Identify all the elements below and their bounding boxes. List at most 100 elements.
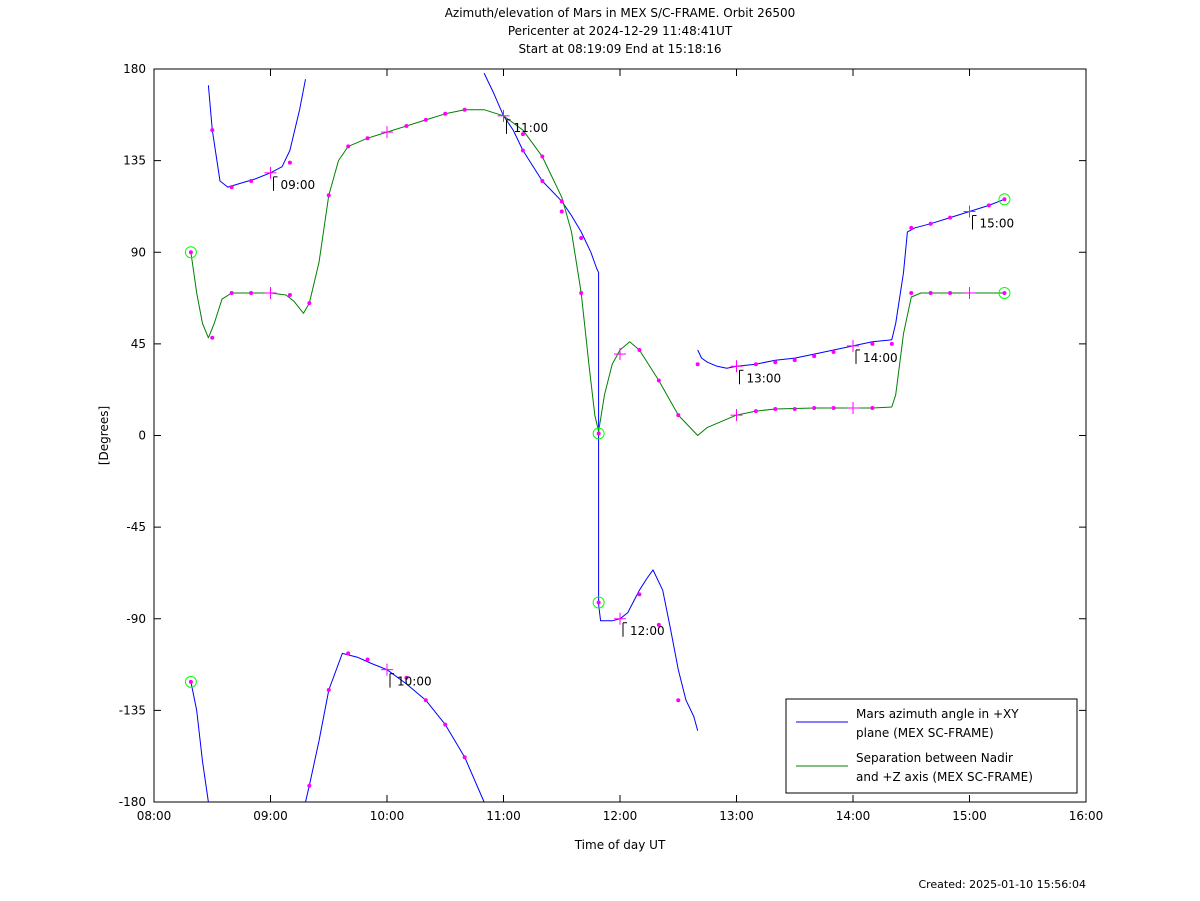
y-tick-label: 90 xyxy=(131,245,146,259)
hour-dot-marker xyxy=(986,203,991,208)
created-timestamp: Created: 2025-01-10 15:56:04 xyxy=(918,878,1086,891)
hour-cross-marker xyxy=(264,286,277,299)
hour-cross-marker xyxy=(963,286,976,299)
hour-cross-marker xyxy=(381,126,393,139)
hour-dot-marker xyxy=(404,675,409,680)
time-label-text: 09:00 xyxy=(281,178,316,192)
hour-dot-marker xyxy=(249,178,254,183)
hour-dot-marker xyxy=(326,193,331,198)
hour-dot-marker xyxy=(753,362,758,367)
hour-dot-marker xyxy=(812,354,817,359)
x-tick-label: 12:00 xyxy=(603,809,638,823)
series-line-azimuth xyxy=(483,72,699,731)
series-line-azimuth xyxy=(697,198,1005,369)
marker-layer xyxy=(184,107,1011,788)
hour-dot-marker xyxy=(695,362,700,367)
time-label: 15:00 xyxy=(972,215,1014,231)
time-label-layer: 09:00 10:00 11:00 12:00 13:00 14:00 15:00 xyxy=(273,119,1014,689)
hour-dot-marker xyxy=(656,622,661,627)
hour-cross-marker xyxy=(963,205,976,218)
hour-dot-marker xyxy=(540,178,545,183)
hour-dot-marker xyxy=(229,290,234,295)
hour-cross-marker xyxy=(730,360,743,373)
hour-cross-marker xyxy=(847,402,859,415)
hour-cross-marker xyxy=(614,348,626,361)
endpoint-circle xyxy=(592,596,605,609)
hour-dot-marker xyxy=(676,413,681,418)
time-label: 11:00 xyxy=(506,119,549,135)
hour-dot-marker xyxy=(287,160,292,165)
hour-dot-marker xyxy=(559,199,564,204)
x-tick-label: 15:00 xyxy=(952,809,987,823)
hour-dot-marker xyxy=(870,406,875,411)
time-label-text: 10:00 xyxy=(397,675,432,689)
hour-dot-marker xyxy=(637,592,642,597)
title-line: Pericenter at 2024-12-29 11:48:41UT xyxy=(508,24,733,38)
hour-dot-marker xyxy=(831,350,836,355)
time-label: 09:00 xyxy=(273,176,316,192)
hour-dot-marker xyxy=(210,335,215,340)
hour-cross-marker xyxy=(497,109,510,122)
hour-dot-marker xyxy=(928,290,933,295)
hour-dot-marker xyxy=(423,117,428,122)
endpoint-dot xyxy=(596,600,601,605)
x-tick-label: 14:00 xyxy=(836,809,871,823)
hour-dot-marker xyxy=(909,225,914,230)
hour-dot-marker xyxy=(287,293,292,298)
hour-dot-marker xyxy=(346,144,351,149)
hour-dot-marker xyxy=(210,128,215,133)
hour-dot-marker xyxy=(792,358,797,363)
hour-dot-marker xyxy=(909,290,914,295)
endpoint-circle xyxy=(592,427,605,440)
hour-dot-marker xyxy=(579,290,584,295)
time-label: 10:00 xyxy=(389,673,432,689)
time-label-text: 12:00 xyxy=(630,624,665,638)
hour-dot-marker xyxy=(870,341,875,346)
hour-dot-marker xyxy=(462,107,467,112)
hour-dot-marker xyxy=(773,407,778,412)
hour-dot-marker xyxy=(520,148,525,153)
y-axis: 180 135 90 45 0 -45 -90 -135 -180 xyxy=(119,62,1086,809)
hour-dot-marker xyxy=(365,136,370,141)
hour-cross-marker xyxy=(381,663,393,676)
y-tick-label: -45 xyxy=(126,520,146,534)
x-tick-label: 10:00 xyxy=(370,809,405,823)
hour-dot-marker xyxy=(792,407,797,412)
x-tick-label: 11:00 xyxy=(486,809,521,823)
x-tick-label: 13:00 xyxy=(719,809,754,823)
endpoint-circle xyxy=(998,286,1011,299)
time-label-text: 14:00 xyxy=(863,351,898,365)
x-axis-label: Time of day UT xyxy=(574,838,666,852)
hour-dot-marker xyxy=(579,235,584,240)
time-label-text: 11:00 xyxy=(514,121,549,135)
title-line: Start at 08:19:09 End at 15:18:16 xyxy=(518,42,721,56)
legend-label: Separation between Nadir xyxy=(856,751,1013,765)
hour-dot-marker xyxy=(326,688,331,693)
hour-dot-marker xyxy=(928,221,933,226)
hour-dot-marker xyxy=(462,755,467,760)
hour-dot-marker xyxy=(812,406,817,411)
x-tick-label: 09:00 xyxy=(253,809,288,823)
hour-dot-marker xyxy=(948,215,953,220)
x-tick-label: 08:00 xyxy=(137,809,172,823)
hour-dot-marker xyxy=(365,657,370,662)
hour-dot-marker xyxy=(540,154,545,159)
endpoint-circle xyxy=(184,246,197,259)
endpoint-dot xyxy=(1002,197,1007,202)
hour-dot-marker xyxy=(346,651,351,656)
hour-dot-marker xyxy=(889,341,894,346)
hour-dot-marker xyxy=(656,378,661,383)
chart-title: Azimuth/elevation of Mars in MEX S/C-FRA… xyxy=(445,6,796,56)
y-axis-label: [Degrees] xyxy=(97,406,111,465)
legend-label: Mars azimuth angle in +XY xyxy=(856,707,1019,721)
series-line-separation xyxy=(190,109,1005,436)
series-line-azimuth xyxy=(305,652,485,803)
hour-cross-marker xyxy=(614,612,626,625)
series-line-azimuth xyxy=(190,681,209,803)
hour-dot-marker xyxy=(307,301,312,306)
time-label: 14:00 xyxy=(855,349,898,365)
hour-cross-marker xyxy=(847,339,859,352)
hour-dot-marker xyxy=(249,290,254,295)
hour-dot-marker xyxy=(831,406,836,411)
